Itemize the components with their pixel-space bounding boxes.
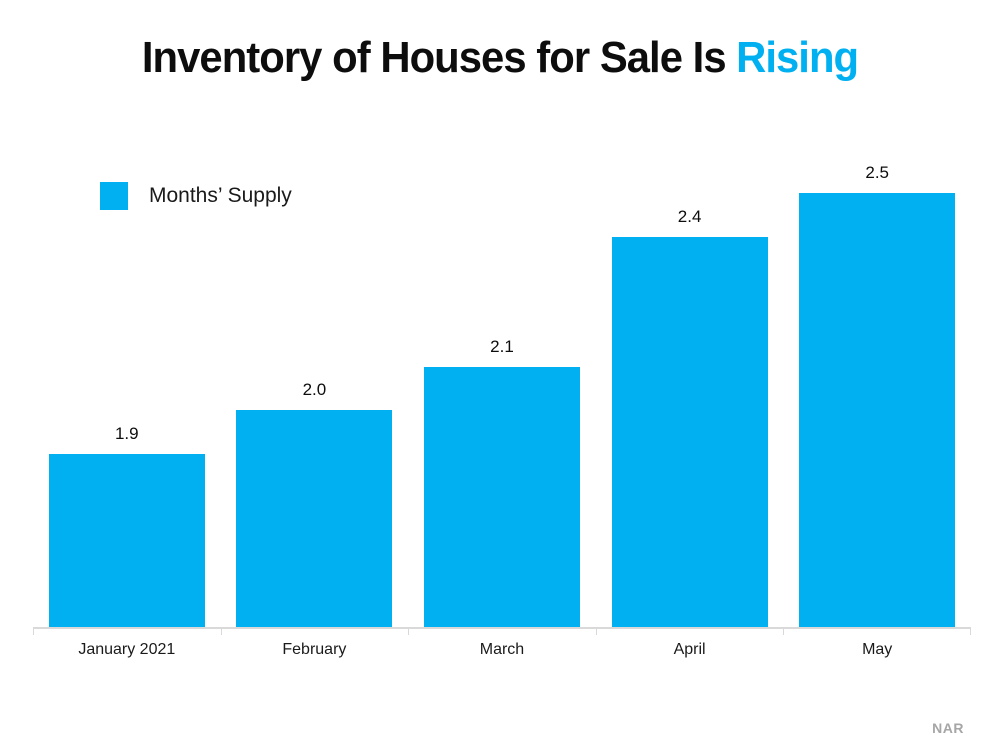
bar-february: [236, 410, 393, 627]
legend-label: Months’ Supply: [149, 184, 292, 207]
axis-tick: [596, 629, 597, 635]
category-label-february: February: [282, 641, 347, 658]
axis-tick: [783, 629, 784, 635]
bar-value-label: 2.1: [490, 337, 514, 356]
legend: Months’ Supply: [100, 182, 292, 210]
bar-slot-february: 2.0: [221, 150, 409, 627]
bar-january-2021: [48, 454, 205, 627]
axis-tick: [33, 629, 34, 635]
bar-slot-january-2021: 1.9: [33, 150, 221, 627]
plot-area: 1.9 2.0 2.1 2.4 2.5 January 2021 February Marc…: [33, 150, 971, 658]
category-label-march: March: [479, 641, 525, 658]
page-title: Inventory of Houses for Sale Is Rising: [25, 33, 975, 83]
bar-april: [611, 237, 768, 627]
source-label: NAR: [932, 720, 964, 736]
legend-swatch: [100, 182, 128, 210]
bar-slot-march: 2.1: [408, 150, 596, 627]
bar-slot-may: 2.5: [783, 150, 971, 627]
category-label-january-2021: January 2021: [78, 641, 176, 658]
bar-may: [799, 193, 956, 627]
title-main: Inventory of Houses for Sale Is: [141, 33, 727, 82]
bar-value-label: 2.5: [865, 163, 889, 182]
bar-value-label: 2.0: [302, 380, 327, 399]
title-accent: Rising: [736, 33, 859, 82]
axis-tick: [408, 629, 409, 635]
bar-value-label: 1.9: [114, 424, 139, 443]
category-label-april: April: [673, 641, 706, 658]
bar-value-label: 2.4: [677, 207, 702, 226]
axis-tick: [221, 629, 222, 635]
bar-march: [423, 367, 580, 627]
x-axis-line: [33, 627, 971, 629]
axis-tick: [970, 629, 971, 635]
category-label-may: May: [862, 641, 893, 658]
bar-slot-april: 2.4: [596, 150, 784, 627]
